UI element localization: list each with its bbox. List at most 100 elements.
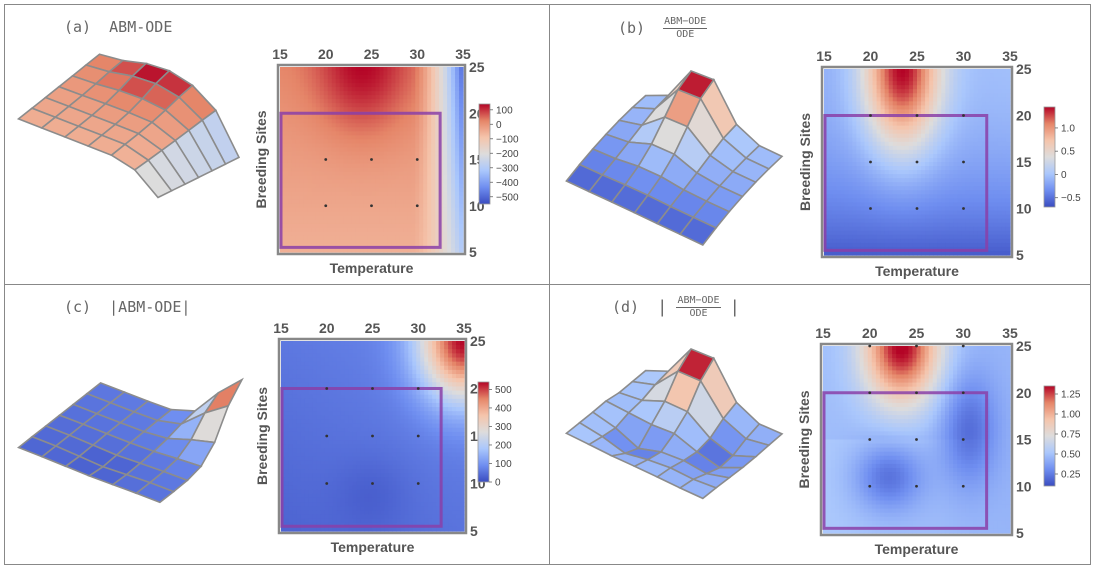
heatmap-cell [336, 349, 342, 354]
heatmap-cell [303, 187, 309, 193]
heatmap-cell [287, 203, 293, 209]
heatmap-cell [435, 211, 440, 217]
heatmap-cell [848, 162, 853, 167]
heatmap-cell [379, 207, 385, 213]
heatmap-cell [961, 194, 967, 199]
heatmap-cell [921, 69, 926, 74]
heatmap-cell [319, 131, 325, 136]
heatmap-cell [404, 382, 409, 388]
heatmap-cell [981, 133, 987, 139]
heatmap-cell [908, 129, 914, 135]
heatmap-cell [319, 75, 325, 80]
heatmap-cell [324, 341, 330, 346]
heatmap-cell [937, 149, 942, 155]
heatmap-cell [283, 175, 289, 181]
heatmap-cell [423, 163, 428, 169]
heatmap-cell [1001, 77, 1007, 82]
heatmap-cell [371, 195, 377, 201]
heatmap-cell [957, 162, 963, 167]
heatmap-cell [455, 179, 460, 185]
heatmap-cell [828, 162, 833, 167]
heatmap-cell [331, 207, 337, 213]
heatmap-cell [459, 91, 464, 96]
heatmap-cell [307, 187, 313, 193]
heatmap-cell [447, 179, 452, 185]
heatmap-cell [351, 123, 357, 128]
heatmap-cell [340, 341, 346, 346]
heatmap-cell [307, 179, 313, 185]
heatmap-cell [292, 361, 298, 367]
heatmap-cell [391, 87, 396, 92]
heatmap-cell [391, 131, 396, 136]
heatmap-cell [363, 103, 369, 108]
heatmap-cell [848, 190, 853, 195]
heatmap-cell [973, 105, 979, 111]
heatmap-cell [395, 175, 400, 181]
heatmap-cell [347, 135, 353, 140]
heatmap-cell [977, 105, 983, 111]
heatmap-cell [977, 145, 983, 151]
heatmap-cell [311, 87, 317, 92]
heatmap-cell [868, 121, 874, 127]
heatmap-cell [395, 183, 400, 189]
heatmap-cell [844, 218, 849, 224]
heatmap-cell [872, 137, 878, 143]
heatmap-cell [355, 139, 361, 145]
heatmap-cell [343, 87, 349, 92]
heatmap-cell [872, 186, 878, 191]
heatmap-cell [379, 239, 385, 245]
heatmap-cell [427, 139, 432, 145]
heatmap-cell [323, 83, 329, 88]
heatmap-cell [399, 67, 404, 72]
heatmap-cell [937, 97, 942, 102]
heatmap-cell [977, 242, 983, 248]
heatmap-cell [448, 382, 453, 388]
heatmap-cell [981, 178, 987, 183]
heatmap-cell [896, 238, 902, 244]
heatmap-cell [399, 215, 404, 221]
heatmap-cell [451, 131, 456, 136]
heatmap-cell [443, 191, 448, 197]
heatmap-cell [977, 101, 983, 106]
heatmap-cell [291, 87, 297, 92]
heatmap-cell [447, 215, 452, 221]
heatmap-cell [864, 121, 870, 127]
heatmap-cell [872, 218, 878, 224]
heatmap-cell [884, 182, 890, 187]
heatmap-cell [917, 105, 922, 111]
heatmap-cell [989, 129, 995, 135]
heatmap-cell [395, 179, 400, 185]
heatmap-cell [872, 85, 878, 90]
heatmap-cell [832, 250, 837, 256]
heatmap-cell [937, 170, 942, 175]
heatmap-cell [888, 178, 894, 183]
heatmap-cell [860, 194, 866, 199]
heatmap-cell [1005, 129, 1011, 135]
heatmap-cell [395, 219, 400, 225]
heatmap-cell [339, 107, 345, 112]
heatmap-cell [435, 71, 440, 76]
heatmap-cell [327, 151, 333, 157]
heatmap-cell [375, 247, 381, 253]
heatmap-cell [832, 73, 837, 78]
heatmap-cell [435, 123, 440, 128]
heatmap-cell [917, 125, 922, 131]
heatmap-cell [451, 115, 456, 120]
heatmap-cell [872, 222, 878, 228]
heatmap-cell [379, 91, 385, 96]
heatmap-cell [387, 123, 392, 128]
heatmap-cell [376, 345, 382, 350]
heatmap-cell [384, 365, 390, 371]
heatmap-cell [403, 231, 408, 237]
heatmap-cell [451, 127, 456, 132]
heatmap-cell [997, 198, 1003, 204]
sample-point [869, 207, 872, 210]
heatmap-cell [327, 99, 333, 104]
heatmap-cell [997, 109, 1003, 115]
heatmap-cell [303, 183, 309, 189]
heatmap-cell [375, 107, 381, 112]
heatmap-cell [852, 222, 857, 228]
heatmap-cell [937, 85, 942, 90]
heatmap-cell [351, 151, 357, 157]
heatmap-cell [908, 73, 914, 78]
